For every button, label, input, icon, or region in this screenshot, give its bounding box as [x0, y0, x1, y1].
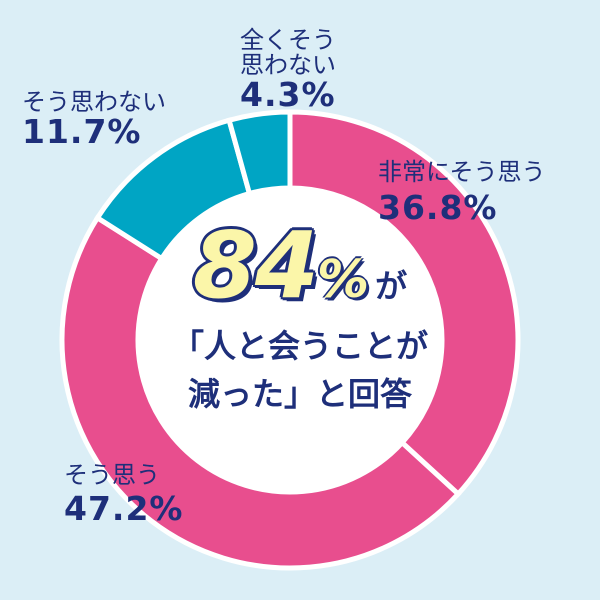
center-line-2: 減った」と回答: [187, 375, 412, 413]
label-sou: そう思う 47.2%: [64, 461, 184, 529]
label-omowanai-name: そう思わない: [22, 88, 166, 116]
label-zenku: 全くそう 思わない 4.3%: [240, 26, 336, 115]
label-omowanai-pct: 11.7%: [22, 112, 142, 152]
label-sou-name: そう思う: [64, 461, 160, 489]
label-zenku-pct: 4.3%: [240, 75, 336, 115]
label-sou-pct: 47.2%: [64, 489, 184, 529]
center-annotation: 84% が 「人と会うことが 減った」と回答: [140, 212, 460, 415]
center-percent-sign: %: [316, 250, 370, 310]
center-big-number: 84: [192, 212, 319, 319]
label-hijou-pct: 36.8%: [378, 188, 498, 228]
center-line-1: 「人と会うことが: [171, 327, 428, 365]
label-zenku-line1: 全くそう: [240, 26, 336, 54]
label-hijou-name: 非常にそう思う: [378, 158, 546, 186]
donut-slice-0: [287, 109, 521, 498]
donut-hole: [140, 190, 440, 490]
center-particle: が: [375, 267, 408, 305]
label-zenku-line2: 思わない: [240, 51, 336, 80]
center-headline: 84% が: [140, 212, 460, 319]
label-hijou: 非常にそう思う 36.8%: [378, 158, 546, 228]
donut-slice-1: [59, 214, 462, 571]
label-omowanai: そう思わない 11.7%: [22, 88, 166, 152]
donut-slice-3: [226, 109, 293, 197]
